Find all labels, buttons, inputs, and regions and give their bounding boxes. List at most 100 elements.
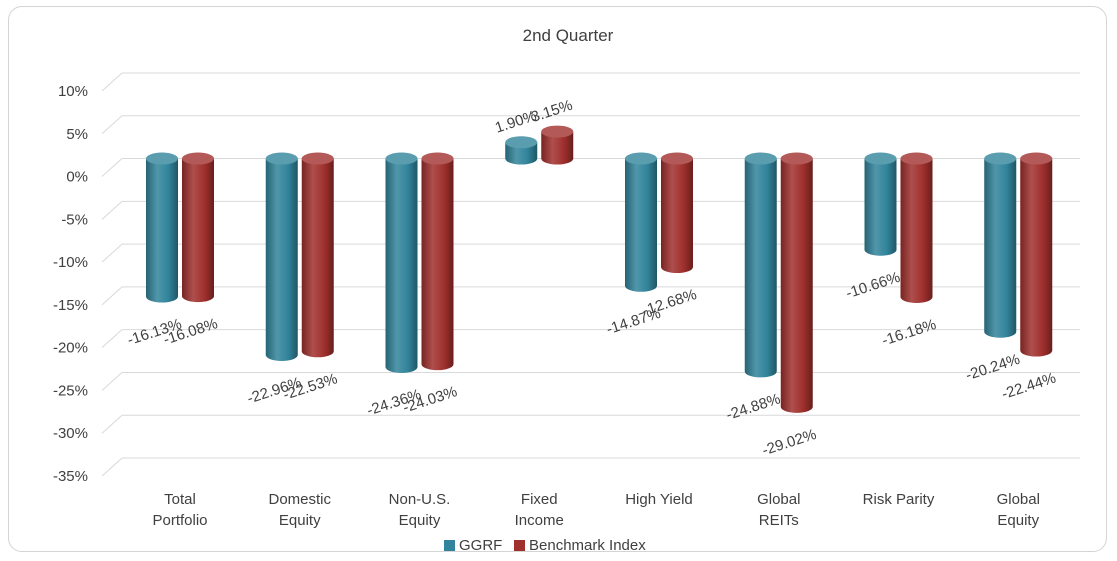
y-tick-label: -25% [53,382,88,399]
y-tick-label: 5% [66,126,88,143]
data-label: -24.88% [724,390,782,423]
bar-body [541,131,574,165]
x-category-line: Portfolio [152,512,207,529]
x-category-line: Income [515,512,564,529]
bar-body [1020,158,1053,357]
y-tick-label: 10% [58,83,88,100]
legend-item-1: Benchmark Index [514,537,646,554]
bar-cap [385,152,418,165]
bar-body [900,158,933,303]
grid-line-slant [101,200,123,220]
bar-body [625,158,657,292]
bar-cap [301,152,334,165]
grid-line-slant [101,329,123,349]
x-category-line: REITs [759,512,799,529]
x-category-line: Total [164,491,196,508]
bar-body [661,158,693,274]
y-tick-label: -20% [53,340,88,357]
bar-body [182,158,214,303]
bar-cap [541,125,574,138]
x-category-label: High Yield [625,491,693,508]
x-category-label: Non-U.S. Equity [389,491,451,529]
bar-cap [780,152,813,165]
legend: GGRF Benchmark Index [444,537,646,554]
x-category-line: Equity [997,512,1039,529]
bar-ggrf-3 [505,136,538,165]
grid-lines [101,72,1080,477]
bar-cap [984,152,1017,165]
x-category-label: Total Portfolio [152,491,207,529]
legend-swatch [514,540,525,551]
bar-body [265,158,298,361]
x-category-label: Domestic Equity [268,491,331,529]
bar-cap [421,152,454,165]
x-category-line: Fixed [521,491,558,508]
y-tick-label: -35% [53,468,88,485]
grid-line-slant [101,457,123,477]
bar-body [146,158,178,303]
bar-benchmark-index-3 [541,125,574,165]
legend-label: Benchmark Index [529,537,646,554]
bar-ggrf-4 [625,152,657,292]
bar-benchmark-index-1 [301,152,334,358]
bar-body [385,158,418,373]
bar-benchmark-index-6 [900,152,933,303]
bar-ggrf-2 [385,152,418,373]
bar-benchmark-index-5 [780,152,813,413]
x-axis: Total Portfolio Domestic Equity Non-U.S. Equi… [152,491,1039,529]
grid-line-slant [101,72,123,92]
data-label: -22.53% [281,370,339,403]
x-category-line: High Yield [625,491,693,508]
x-category-line: Non-U.S. [389,491,451,508]
bar-cap [505,136,538,149]
x-category-line: Domestic [268,491,331,508]
data-label: -29.02% [760,426,818,459]
bar-ggrf-5 [744,152,777,378]
grid-line-slant [101,158,123,177]
y-tick-label: -5% [61,211,88,228]
y-axis: 10% 5% 0% -5% -10% -15% -20% -25% -30% -35% [53,83,88,485]
bar-benchmark-index-2 [421,152,454,371]
bar-cap [182,152,214,165]
legend-item-0: GGRF [444,537,502,554]
legend-label: GGRF [459,537,502,554]
x-category-label: Global Equity [997,491,1040,529]
bar-ggrf-1 [265,152,298,361]
bar-body [505,142,538,165]
x-category-label: Fixed Income [515,491,564,529]
bar-body [421,158,454,371]
bar-body [744,158,777,378]
x-category-line: Global [997,491,1040,508]
bar-body [984,158,1017,338]
grid-line-slant [101,372,123,391]
data-label: -12.68% [640,286,698,319]
bar-benchmark-index-0 [182,152,214,303]
x-category-label: Global REITs [757,491,800,529]
bar-cap [661,152,693,165]
grid-line-slant [101,286,123,306]
bar-cap [900,152,933,165]
bar-body [301,158,334,358]
bar-cap [625,152,657,165]
y-tick-label: -10% [53,254,88,271]
grid-line-slant [101,414,123,434]
y-tick-label: 0% [66,169,88,186]
bar-cap [1020,152,1053,165]
bars [146,125,1053,413]
bar-ggrf-6 [864,152,897,256]
bar-cap [744,152,777,165]
bar-benchmark-index-7 [1020,152,1053,357]
chart-title: 2nd Quarter [523,26,614,45]
y-tick-label: -15% [53,297,88,314]
y-tick-label: -30% [53,425,88,442]
bar-ggrf-0 [146,152,178,303]
bar-ggrf-7 [984,152,1017,338]
x-category-label: Risk Parity [863,491,935,508]
data-label: -20.24% [964,351,1022,384]
grid-line-slant [101,243,123,263]
data-label: -22.44% [1000,370,1058,403]
x-category-line: Global [757,491,800,508]
bar-body [780,158,813,413]
bar-cap [864,152,897,165]
